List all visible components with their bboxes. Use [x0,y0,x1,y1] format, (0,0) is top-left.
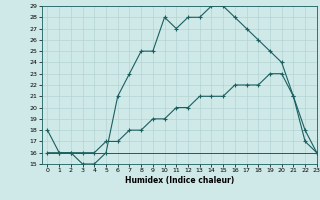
X-axis label: Humidex (Indice chaleur): Humidex (Indice chaleur) [124,176,234,185]
